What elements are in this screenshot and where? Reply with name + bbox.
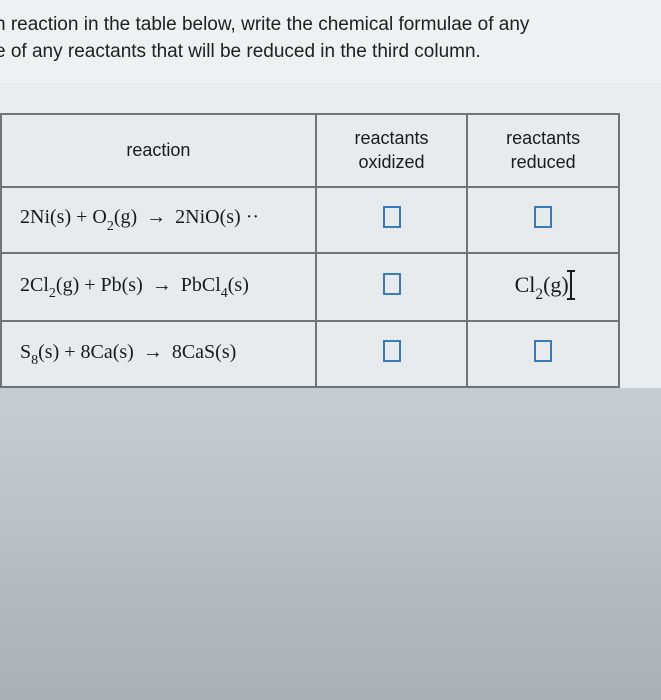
instruction-line-1: h reaction in the table below, write the…: [0, 12, 661, 39]
header-reduced-l2: reduced: [511, 152, 576, 172]
oxidized-cell-3[interactable]: [316, 321, 468, 387]
reduced-cell-3[interactable]: [467, 321, 619, 387]
header-reduced-l1: reactants: [506, 128, 580, 148]
table-header-row: reaction reactants oxidized reactants re…: [1, 114, 619, 187]
content-area: h reaction in the table below, write the…: [0, 0, 661, 388]
input-box-icon: [383, 340, 401, 362]
reaction-cell-2: 2Cl2(g) + Pb(s) → PbCl4(s): [1, 253, 316, 321]
instruction-line-2: e of any reactants that will be reduced …: [0, 39, 661, 66]
header-oxidized-l2: oxidized: [359, 152, 425, 172]
input-box-icon: [383, 273, 401, 295]
instruction-text: h reaction in the table below, write the…: [0, 0, 661, 83]
oxidized-cell-1[interactable]: [316, 187, 468, 253]
answer-cl2: Cl2(g): [515, 272, 569, 297]
oxidized-cell-2[interactable]: [316, 253, 468, 321]
table-row: 2Cl2(g) + Pb(s) → PbCl4(s) Cl2(g): [1, 253, 619, 321]
input-box-icon: [534, 206, 552, 228]
reactions-table: reaction reactants oxidized reactants re…: [0, 113, 620, 388]
text-cursor-icon: [570, 271, 572, 299]
table-wrapper: reaction reactants oxidized reactants re…: [0, 83, 661, 388]
input-box-icon: [534, 340, 552, 362]
reaction-cell-1: 2Ni(s) + O2(g) → 2NiO(s) ··: [1, 187, 316, 253]
header-oxidized-l1: reactants: [355, 128, 429, 148]
table-row: S8(s) + 8Ca(s) → 8CaS(s): [1, 321, 619, 387]
header-oxidized: reactants oxidized: [316, 114, 468, 187]
table-row: 2Ni(s) + O2(g) → 2NiO(s) ··: [1, 187, 619, 253]
reaction-cell-3: S8(s) + 8Ca(s) → 8CaS(s): [1, 321, 316, 387]
reduced-cell-1[interactable]: [467, 187, 619, 253]
input-box-icon: [383, 206, 401, 228]
header-reaction: reaction: [1, 114, 316, 187]
reduced-cell-2[interactable]: Cl2(g): [467, 253, 619, 321]
header-reduced: reactants reduced: [467, 114, 619, 187]
